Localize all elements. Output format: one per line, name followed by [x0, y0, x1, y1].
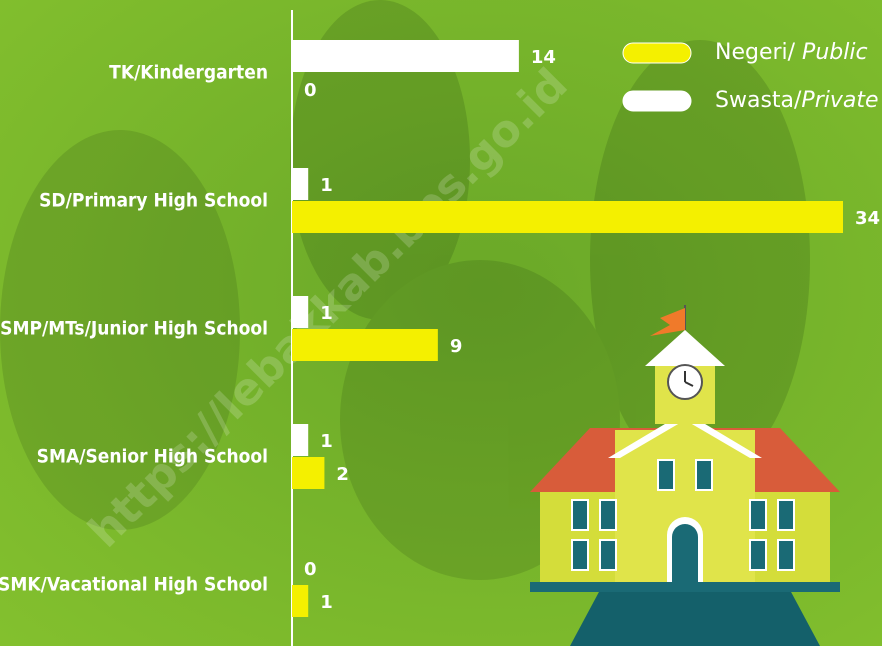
bar [292, 424, 309, 456]
category-label: SMP/MTs/Junior High School [0, 318, 268, 340]
category-label: SD/Primary High School [39, 190, 268, 212]
value-label: 1 [320, 592, 333, 613]
value-label: 1 [320, 303, 333, 324]
bar [292, 329, 438, 361]
legend-label: Negeri/ Public [715, 40, 868, 65]
value-label: 1 [320, 431, 333, 452]
bar [292, 585, 309, 617]
category-label: SMA/Senior High School [37, 446, 268, 468]
value-label: 1 [320, 175, 333, 196]
value-label: 34 [855, 208, 880, 229]
legend-swatch [622, 42, 692, 64]
bar [292, 201, 843, 233]
legend-label: Swasta/Private [715, 88, 879, 113]
bar [292, 296, 309, 328]
bar [292, 457, 325, 489]
category-label: SMK/Vacational High School [0, 574, 268, 596]
value-label: 14 [531, 47, 556, 68]
bar [292, 40, 519, 72]
legend-swatch [622, 90, 692, 112]
value-label: 2 [336, 464, 349, 485]
value-label: 0 [304, 559, 317, 580]
value-label: 9 [450, 336, 463, 357]
category-label: TK/Kindergarten [109, 62, 268, 84]
value-label: 0 [304, 80, 317, 101]
school-illustration [530, 305, 840, 646]
bar [292, 168, 309, 200]
